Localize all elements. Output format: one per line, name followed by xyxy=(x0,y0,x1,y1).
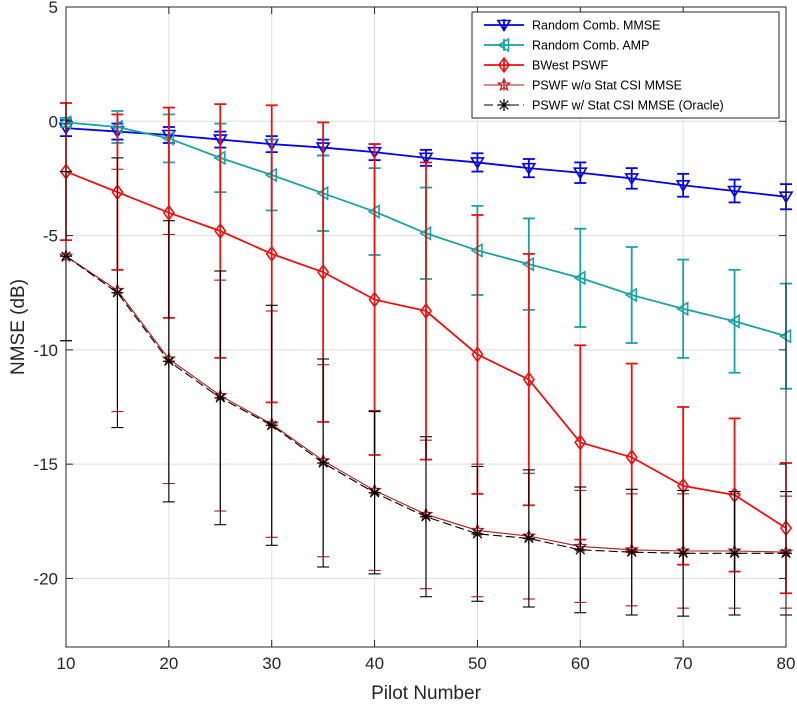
data-point xyxy=(418,152,434,165)
data-point xyxy=(265,419,278,432)
data-point xyxy=(470,157,485,170)
data-point xyxy=(419,302,433,320)
data-point xyxy=(521,162,537,176)
data-point xyxy=(676,301,689,317)
data-point xyxy=(471,527,484,540)
data-point xyxy=(214,391,227,404)
x-axis-label: Pilot Number xyxy=(371,683,481,704)
plot-frame xyxy=(65,6,787,648)
legend-label: BWest PSWF xyxy=(532,59,609,73)
legend: Random Comb. MMSE Random Comb. AMP BWest P… xyxy=(471,11,780,119)
data-point xyxy=(727,313,740,329)
data-point xyxy=(214,222,227,240)
data-point xyxy=(317,263,330,281)
y-tick-label: -5 xyxy=(43,227,58,246)
data-point xyxy=(265,245,278,263)
data-point xyxy=(522,371,535,388)
legend-marker xyxy=(498,99,510,111)
x-tick-label: 80 xyxy=(777,654,796,673)
legend-marker xyxy=(496,19,512,32)
x-tick-label: 40 xyxy=(365,654,384,673)
x-tick-label: 20 xyxy=(159,654,178,673)
data-point xyxy=(471,346,484,363)
legend-label: PSWF w/o Stat CSI MMSE xyxy=(532,79,682,93)
y-tick-label: -20 xyxy=(33,569,58,588)
y-tick-label: 5 xyxy=(49,0,58,17)
series-line xyxy=(65,170,787,529)
x-tick-label: 70 xyxy=(674,654,693,673)
legend-marker xyxy=(497,56,511,74)
y-tick-label: -15 xyxy=(33,455,58,474)
data-point xyxy=(111,286,124,299)
y-tick-label: 0 xyxy=(49,112,58,131)
data-point xyxy=(574,434,587,451)
data-point xyxy=(368,486,381,499)
x-tick-label: 10 xyxy=(57,654,76,673)
data-point xyxy=(162,355,175,368)
data-point xyxy=(522,532,535,545)
data-point xyxy=(368,291,381,308)
legend-label: Random Comb. AMP xyxy=(532,39,649,53)
data-point xyxy=(573,270,586,286)
y-tick-label: -10 xyxy=(33,341,58,360)
series-line xyxy=(65,127,787,198)
data-point xyxy=(317,457,330,469)
data-point xyxy=(677,547,690,560)
y-axis-label: NMSE (dB) xyxy=(8,279,29,375)
legend-label: PSWF w/ Stat CSI MMSE (Oracle) xyxy=(532,99,724,113)
data-point xyxy=(624,287,638,303)
legend-label: Random Comb. MMSE xyxy=(532,19,661,33)
data-point xyxy=(625,449,638,466)
data-point xyxy=(727,185,742,198)
legend-marker xyxy=(497,37,510,53)
data-point xyxy=(574,543,587,556)
data-point xyxy=(728,547,741,560)
data-point xyxy=(162,204,175,221)
x-tick-label: 50 xyxy=(468,654,487,673)
data-point xyxy=(675,179,691,193)
x-tick-label: 60 xyxy=(571,654,590,673)
data-point xyxy=(625,546,638,559)
data-point xyxy=(420,510,432,523)
data-point xyxy=(624,173,640,186)
x-tick-label: 30 xyxy=(262,654,281,673)
legend-marker xyxy=(496,77,512,92)
data-point xyxy=(572,167,588,180)
